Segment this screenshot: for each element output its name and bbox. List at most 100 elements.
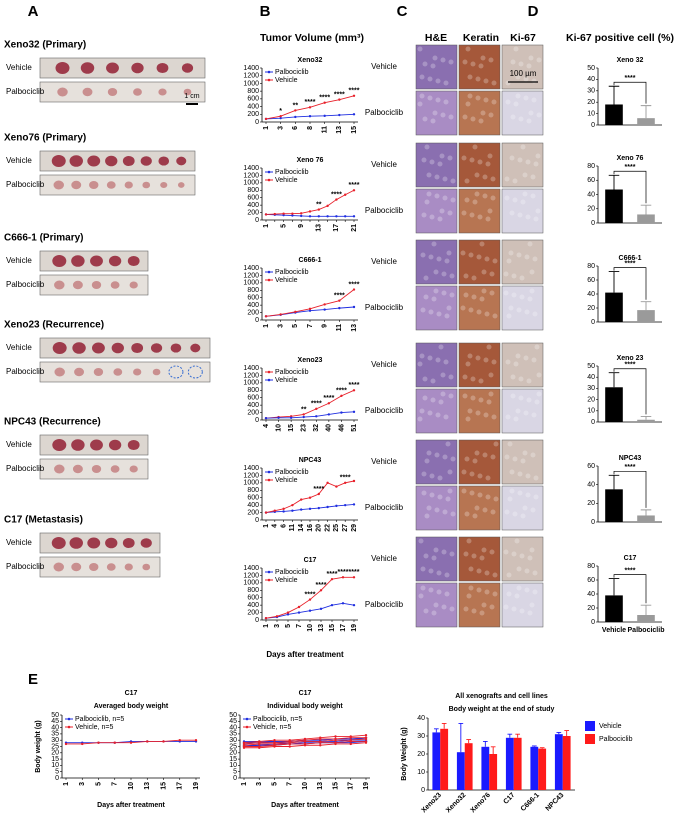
y-tick-label: 200 xyxy=(247,409,259,416)
texture xyxy=(447,469,453,475)
texture xyxy=(504,509,510,515)
texture xyxy=(468,252,474,258)
x-tick-label: 5 xyxy=(95,782,102,786)
x-tick-label: 10 xyxy=(275,424,282,432)
point xyxy=(334,739,337,742)
point xyxy=(338,98,341,101)
point xyxy=(319,744,322,747)
panel-letter: C xyxy=(397,3,408,20)
texture xyxy=(522,505,528,511)
chart-title: C17 xyxy=(304,557,317,564)
texture xyxy=(533,475,539,481)
y-tick-label: 80 xyxy=(587,263,595,270)
photo-strip xyxy=(39,361,211,383)
texture xyxy=(486,344,492,350)
tumor xyxy=(54,280,65,290)
y-tick-label: 1000 xyxy=(243,480,259,487)
point xyxy=(291,503,294,507)
point xyxy=(352,113,356,116)
tumor xyxy=(87,537,101,549)
texture xyxy=(485,475,491,481)
texture xyxy=(468,566,474,572)
texture xyxy=(450,456,456,462)
legend-marker xyxy=(67,717,71,721)
texture xyxy=(441,290,447,296)
texture xyxy=(532,589,538,595)
histology-image xyxy=(415,388,458,434)
row-label: Vehicle xyxy=(6,156,32,165)
texture xyxy=(424,513,430,519)
texture xyxy=(491,99,497,105)
x-tick-label: 10 xyxy=(302,782,309,790)
row-label: Vehicle xyxy=(371,457,397,466)
y-tick-label: 1200 xyxy=(243,472,259,479)
texture xyxy=(474,191,480,197)
texture xyxy=(449,551,455,557)
chart-subtitle: Body weight at the end of study xyxy=(449,706,555,713)
texture xyxy=(420,566,426,572)
tumor xyxy=(90,439,103,451)
y-tick-label: 35 xyxy=(229,731,237,738)
error-bar xyxy=(608,474,620,490)
texture xyxy=(471,608,477,614)
tumor xyxy=(122,537,135,549)
point xyxy=(279,115,282,118)
texture xyxy=(529,602,535,608)
texture xyxy=(533,161,539,167)
point xyxy=(308,496,312,499)
texture xyxy=(519,608,525,614)
texture xyxy=(525,214,531,220)
x-tick-label: 4 xyxy=(272,524,279,528)
tumor xyxy=(90,255,103,267)
texture xyxy=(444,572,450,578)
histology-image xyxy=(458,44,501,90)
tumor xyxy=(89,562,99,572)
histology-image xyxy=(501,285,544,331)
photo-strip xyxy=(39,556,161,578)
x-tick-label: 9 xyxy=(322,324,329,328)
texture xyxy=(417,46,423,52)
texture xyxy=(440,57,446,63)
texture xyxy=(527,610,533,616)
texture xyxy=(444,258,450,264)
legend-swatch xyxy=(585,721,595,731)
texture xyxy=(530,174,536,180)
tumor xyxy=(177,182,185,188)
x-tick-label: 13 xyxy=(351,324,358,332)
tumor xyxy=(106,181,116,189)
point xyxy=(291,214,294,217)
texture xyxy=(431,241,437,247)
y-tick-label: 0 xyxy=(591,122,595,129)
texture xyxy=(422,376,428,382)
texture xyxy=(419,93,425,99)
histology-image xyxy=(415,439,458,485)
texture xyxy=(527,241,533,247)
y-tick-label: 40 xyxy=(587,291,595,298)
tumor xyxy=(127,255,140,267)
y-tick-label: 400 xyxy=(247,502,259,509)
y-tick-label: 30 xyxy=(417,733,425,740)
texture xyxy=(481,269,487,275)
texture xyxy=(419,408,425,414)
bar xyxy=(481,746,490,790)
x-tick-label: 19 xyxy=(363,782,370,790)
row-label: Vehicle xyxy=(6,256,32,265)
legend-label: Vehicle xyxy=(275,377,298,384)
tumor xyxy=(133,368,142,376)
bar xyxy=(605,189,623,223)
x-tick-label: 27 xyxy=(342,524,349,532)
tumor xyxy=(72,464,83,474)
histology-image xyxy=(458,239,501,285)
texture xyxy=(489,290,495,296)
x-tick-label: 1 xyxy=(263,224,270,228)
point xyxy=(308,507,312,511)
y-tick-label: 600 xyxy=(247,96,259,103)
row-label: Palbociclib xyxy=(6,280,45,289)
row-label: Palbociclib xyxy=(6,562,45,571)
tumor xyxy=(111,342,124,354)
point xyxy=(335,215,338,218)
histology-image xyxy=(458,388,501,434)
texture xyxy=(435,412,441,418)
y-tick-label: 0 xyxy=(591,619,595,626)
point xyxy=(300,498,303,501)
